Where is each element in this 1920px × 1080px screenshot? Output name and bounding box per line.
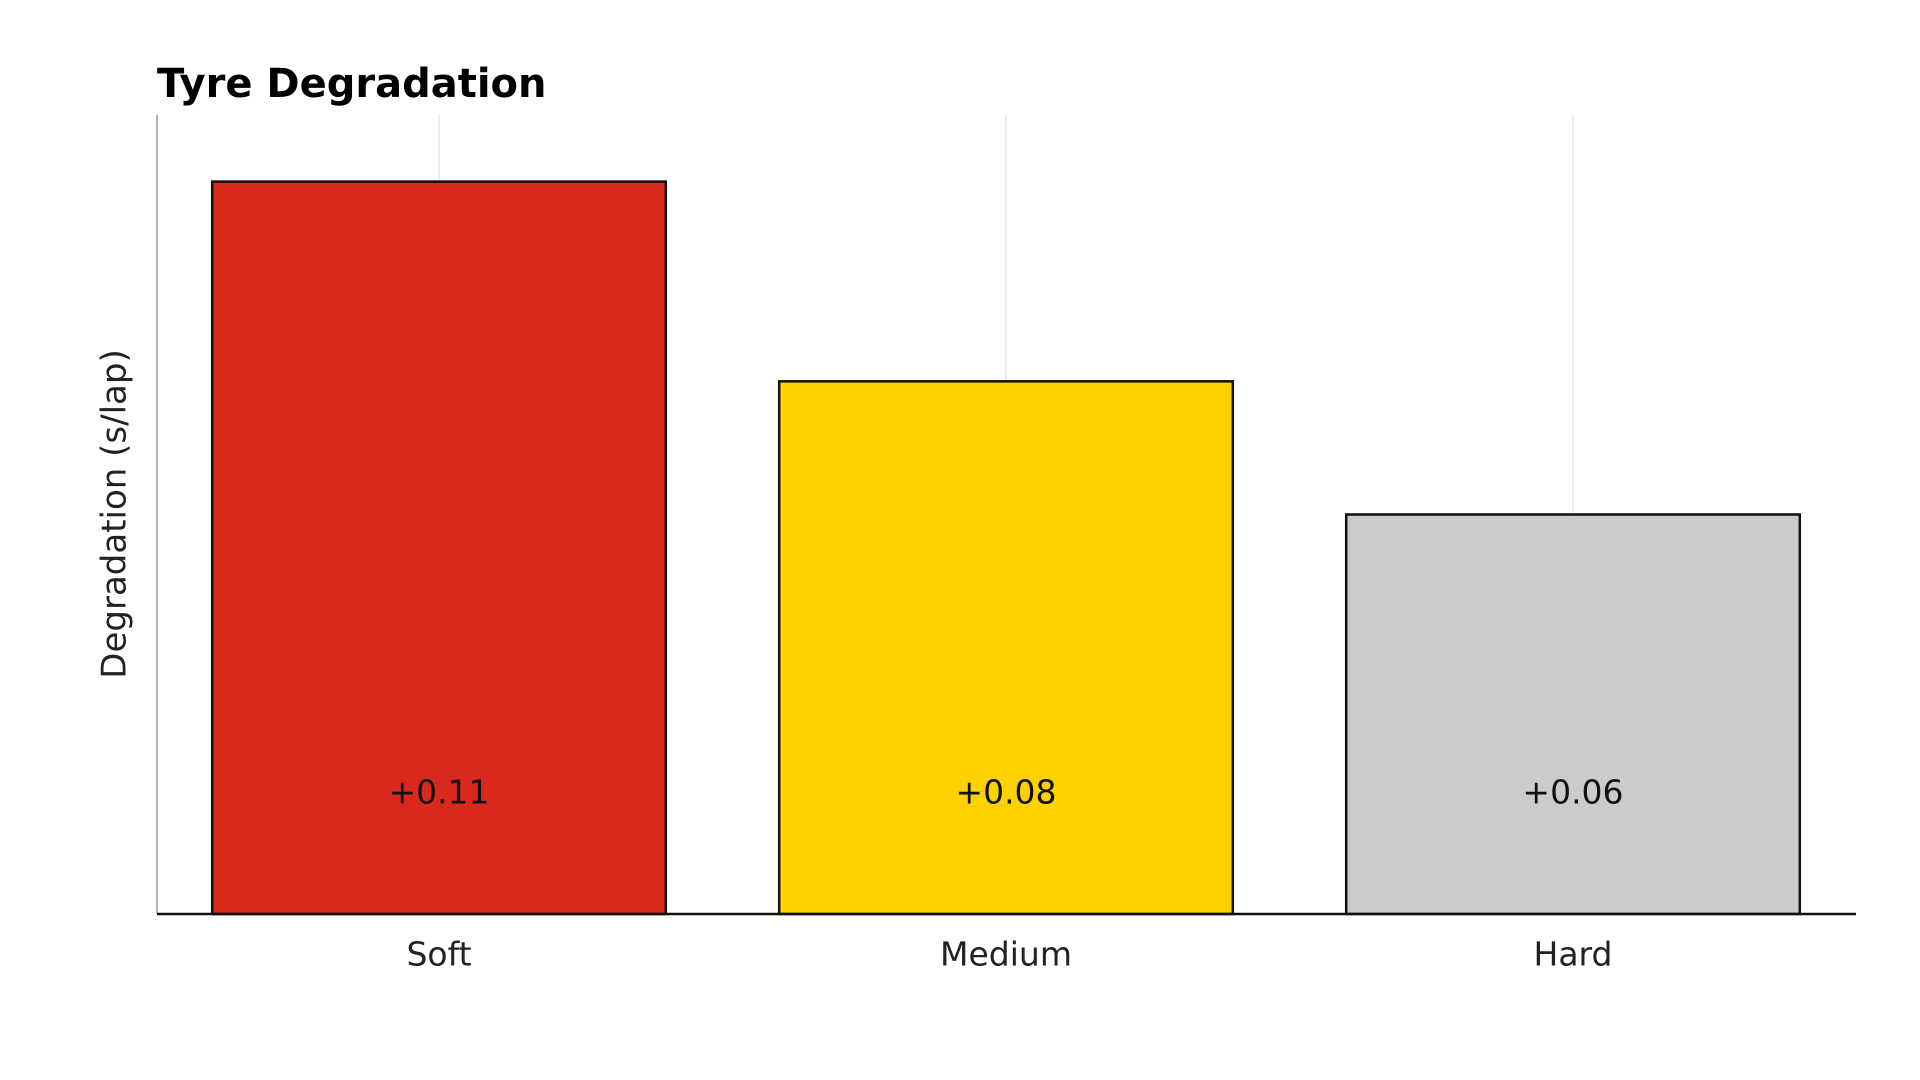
- y-axis-label: Degradation (s/lap): [95, 349, 135, 678]
- value-label: +0.11: [388, 773, 489, 812]
- bar: [210, 180, 668, 916]
- value-label: +0.08: [955, 773, 1056, 812]
- x-tick-label: Medium: [940, 935, 1072, 974]
- bar: [777, 380, 1235, 916]
- value-label: +0.06: [1522, 773, 1623, 812]
- bar: [1344, 513, 1802, 916]
- x-tick-label: Soft: [406, 935, 471, 974]
- chart-title: Tyre Degradation: [157, 61, 547, 107]
- x-tick-label: Hard: [1534, 935, 1613, 974]
